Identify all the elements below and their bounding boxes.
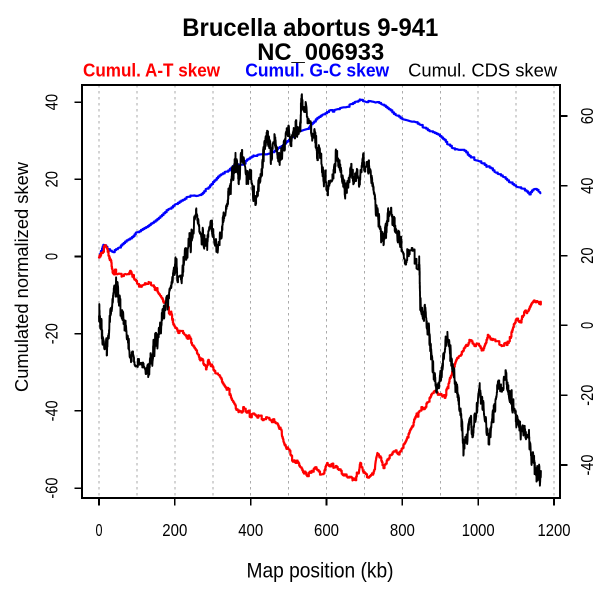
svg-text:Cumul. A-T skew: Cumul. A-T skew [83, 61, 221, 81]
svg-text:0: 0 [42, 253, 62, 260]
svg-text:Cumul. CDS skew: Cumul. CDS skew [408, 61, 558, 81]
svg-text:400: 400 [238, 520, 263, 540]
svg-text:600: 600 [314, 520, 339, 540]
svg-text:60: 60 [577, 108, 597, 125]
svg-text:20: 20 [42, 171, 62, 188]
svg-text:1200: 1200 [538, 520, 571, 540]
svg-text:1000: 1000 [462, 520, 495, 540]
svg-text:Map position (kb): Map position (kb) [247, 560, 394, 583]
svg-text:Cumulated normalized skew: Cumulated normalized skew [12, 161, 32, 392]
svg-text:200: 200 [162, 520, 187, 540]
svg-text:-20: -20 [42, 323, 62, 344]
svg-text:Cumul. G-C skew: Cumul. G-C skew [245, 61, 390, 81]
svg-text:NC_006933: NC_006933 [257, 39, 384, 66]
svg-text:Brucella abortus 9-941: Brucella abortus 9-941 [182, 14, 438, 42]
svg-text:-20: -20 [577, 384, 597, 405]
svg-text:-40: -40 [42, 400, 62, 421]
svg-text:40: 40 [577, 177, 597, 194]
svg-text:20: 20 [577, 247, 597, 264]
svg-text:40: 40 [42, 94, 62, 111]
svg-text:0: 0 [577, 322, 597, 329]
svg-text:0: 0 [96, 520, 103, 540]
svg-text:800: 800 [390, 520, 415, 540]
svg-text:-40: -40 [577, 454, 597, 475]
svg-text:-60: -60 [42, 477, 62, 498]
